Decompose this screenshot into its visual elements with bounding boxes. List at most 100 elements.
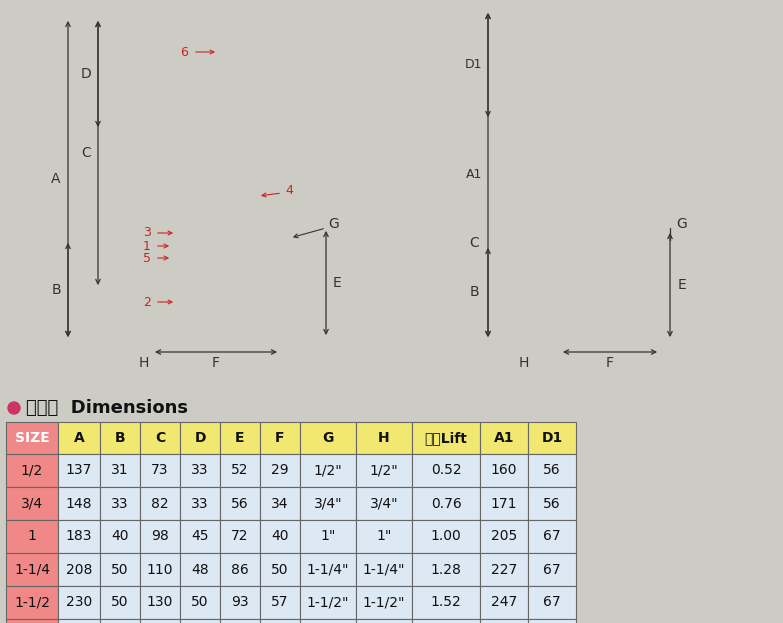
- Bar: [140, 586, 180, 619]
- Text: 34: 34: [271, 497, 289, 510]
- Bar: [300, 553, 356, 586]
- Bar: [300, 487, 356, 520]
- Text: 1-1/2: 1-1/2: [14, 596, 50, 609]
- Bar: [180, 520, 220, 553]
- Bar: [180, 553, 220, 586]
- Text: F: F: [212, 356, 220, 370]
- Text: 148: 148: [66, 497, 92, 510]
- Text: D: D: [194, 431, 206, 445]
- Bar: [58, 586, 100, 619]
- Text: H: H: [378, 431, 390, 445]
- Text: 110: 110: [146, 563, 173, 576]
- Bar: [260, 586, 300, 619]
- Text: G: G: [329, 217, 339, 231]
- Text: H: H: [139, 356, 150, 370]
- Text: 1": 1": [377, 530, 392, 543]
- Bar: [356, 520, 412, 553]
- Text: C: C: [469, 236, 479, 250]
- Text: B: B: [114, 431, 125, 445]
- Text: 72: 72: [231, 530, 249, 543]
- Bar: [100, 619, 140, 623]
- Text: 160: 160: [491, 464, 518, 477]
- Text: 183: 183: [66, 530, 92, 543]
- Text: 1/2": 1/2": [370, 464, 399, 477]
- Bar: [140, 520, 180, 553]
- Text: 52: 52: [231, 464, 249, 477]
- Text: 67: 67: [543, 530, 561, 543]
- Text: 1-1/4": 1-1/4": [363, 563, 406, 576]
- Text: 3/4": 3/4": [370, 497, 399, 510]
- Bar: [528, 619, 576, 623]
- Bar: [528, 422, 576, 454]
- Bar: [140, 553, 180, 586]
- Text: 33: 33: [191, 464, 209, 477]
- Bar: [412, 586, 480, 619]
- Text: 0.52: 0.52: [431, 464, 461, 477]
- Text: 1/2": 1/2": [314, 464, 342, 477]
- Bar: [58, 487, 100, 520]
- Bar: [480, 520, 528, 553]
- Bar: [260, 422, 300, 454]
- Text: D1: D1: [541, 431, 563, 445]
- Bar: [480, 454, 528, 487]
- Text: 3/4: 3/4: [21, 497, 43, 510]
- Text: 50: 50: [191, 596, 209, 609]
- Bar: [58, 520, 100, 553]
- Bar: [528, 586, 576, 619]
- Text: 1.00: 1.00: [431, 530, 461, 543]
- Text: E: E: [333, 276, 341, 290]
- Text: 1/2: 1/2: [21, 464, 43, 477]
- Bar: [180, 422, 220, 454]
- Text: 29: 29: [271, 464, 289, 477]
- Text: 1-1/2": 1-1/2": [363, 596, 406, 609]
- Text: 4: 4: [285, 184, 293, 196]
- Bar: [220, 619, 260, 623]
- Text: D: D: [81, 67, 92, 81]
- Bar: [356, 619, 412, 623]
- Bar: [6, 487, 58, 520]
- Bar: [6, 422, 58, 454]
- Bar: [100, 520, 140, 553]
- Text: 73: 73: [151, 464, 169, 477]
- Text: 56: 56: [543, 497, 561, 510]
- Text: 2: 2: [143, 295, 151, 308]
- Text: 3/4": 3/4": [314, 497, 342, 510]
- Text: 67: 67: [543, 563, 561, 576]
- Text: B: B: [51, 283, 61, 297]
- Bar: [140, 422, 180, 454]
- Bar: [260, 619, 300, 623]
- Bar: [480, 619, 528, 623]
- Bar: [6, 520, 58, 553]
- Text: 56: 56: [543, 464, 561, 477]
- Bar: [300, 586, 356, 619]
- Text: G: G: [677, 217, 687, 231]
- Bar: [6, 586, 58, 619]
- Text: 6: 6: [180, 45, 188, 59]
- Text: 67: 67: [543, 596, 561, 609]
- Bar: [356, 553, 412, 586]
- Bar: [6, 619, 58, 623]
- Bar: [300, 454, 356, 487]
- Text: 1-1/4: 1-1/4: [14, 563, 50, 576]
- Text: F: F: [606, 356, 614, 370]
- Text: A1: A1: [494, 431, 514, 445]
- Text: F: F: [276, 431, 285, 445]
- Text: 86: 86: [231, 563, 249, 576]
- Bar: [220, 422, 260, 454]
- Bar: [220, 487, 260, 520]
- Bar: [100, 586, 140, 619]
- Text: 50: 50: [271, 563, 289, 576]
- Text: 45: 45: [191, 530, 209, 543]
- Text: 93: 93: [231, 596, 249, 609]
- Text: 40: 40: [271, 530, 289, 543]
- Text: 130: 130: [147, 596, 173, 609]
- Text: 1-1/2": 1-1/2": [307, 596, 349, 609]
- Bar: [528, 454, 576, 487]
- Text: SIZE: SIZE: [15, 431, 49, 445]
- Text: 33: 33: [111, 497, 128, 510]
- Bar: [58, 553, 100, 586]
- Bar: [412, 553, 480, 586]
- Bar: [58, 454, 100, 487]
- Text: 205: 205: [491, 530, 517, 543]
- Bar: [220, 586, 260, 619]
